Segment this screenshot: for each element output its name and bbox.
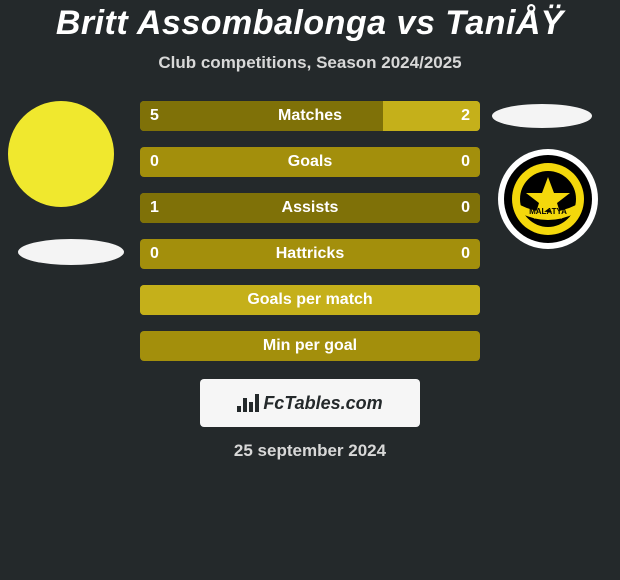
bar-row: Matches5 2 [140,101,480,131]
bar-right-value: 0 [461,245,470,263]
bar-label: Goals per match [140,291,480,309]
player-left-shadow [18,239,124,265]
comparison-card: Britt Assombalonga vs TaniÅŸ Club compet… [0,0,620,580]
bar-label: Hattricks [140,245,480,263]
bar-row: Hattricks0 0 [140,239,480,269]
bar-left-value: 1 [150,199,159,217]
bar-right-value: 0 [461,153,470,171]
bar-row: Goals0 0 [140,147,480,177]
player-right-club-logo: MALATYA [498,149,598,249]
bar-label: Min per goal [140,337,480,355]
player-right-shadow [492,104,592,128]
bar-right-value: 2 [461,107,470,125]
bar-label: Goals [140,153,480,171]
comparison-bars: Matches52Goals00Assists10Hattricks00Goal… [140,101,480,377]
bar-left-value: 0 [150,245,159,263]
date-label: 25 september 2024 [0,441,620,461]
bar-left-value: 0 [150,153,159,171]
svg-text:MALATYA: MALATYA [529,207,567,216]
avatar-fill [8,101,114,207]
content-area: MALATYA Matches52Goals00Assists10Hattric… [0,79,620,379]
bar-label: Matches [140,107,480,125]
branding-box: FcTables.com [200,379,420,427]
page-title: Britt Assombalonga vs TaniÅŸ [0,0,620,43]
bar-row: Goals per match [140,285,480,315]
bar-label: Assists [140,199,480,217]
bar-row: Assists1 0 [140,193,480,223]
player-left-avatar [8,101,114,207]
subtitle: Club competitions, Season 2024/2025 [0,53,620,73]
bar-left-value: 5 [150,107,159,125]
club-crest-icon: MALATYA [498,149,598,249]
bar-right-value: 0 [461,199,470,217]
bar-row: Min per goal [140,331,480,361]
branding-text: FcTables.com [263,393,382,414]
fctables-bars-icon [237,394,259,412]
